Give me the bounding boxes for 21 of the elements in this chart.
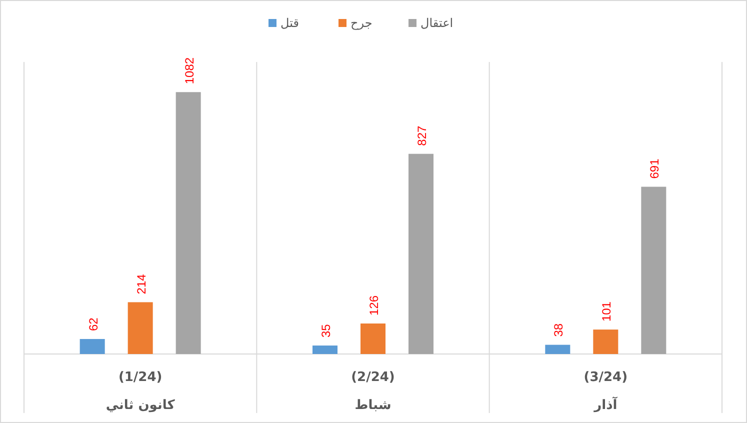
legend-label: قتل	[280, 16, 299, 30]
bar	[408, 154, 434, 354]
bar	[176, 92, 201, 354]
bar	[128, 302, 153, 354]
data-label: 35	[319, 324, 333, 338]
data-label: 62	[86, 317, 100, 331]
bar	[80, 338, 105, 354]
data-label: 101	[600, 301, 614, 322]
bar	[360, 324, 386, 354]
data-label: 1082	[182, 57, 196, 84]
data-label: 691	[648, 158, 662, 179]
data-label: 827	[415, 125, 429, 146]
data-label: 126	[367, 295, 381, 316]
bar	[641, 186, 666, 354]
legend-label: اعتقال	[420, 16, 454, 30]
data-label: 38	[552, 323, 566, 337]
data-label: 214	[134, 274, 148, 294]
bar	[312, 346, 338, 354]
legend-label: جرح	[350, 16, 372, 30]
bar	[545, 344, 570, 354]
bar	[593, 330, 618, 354]
